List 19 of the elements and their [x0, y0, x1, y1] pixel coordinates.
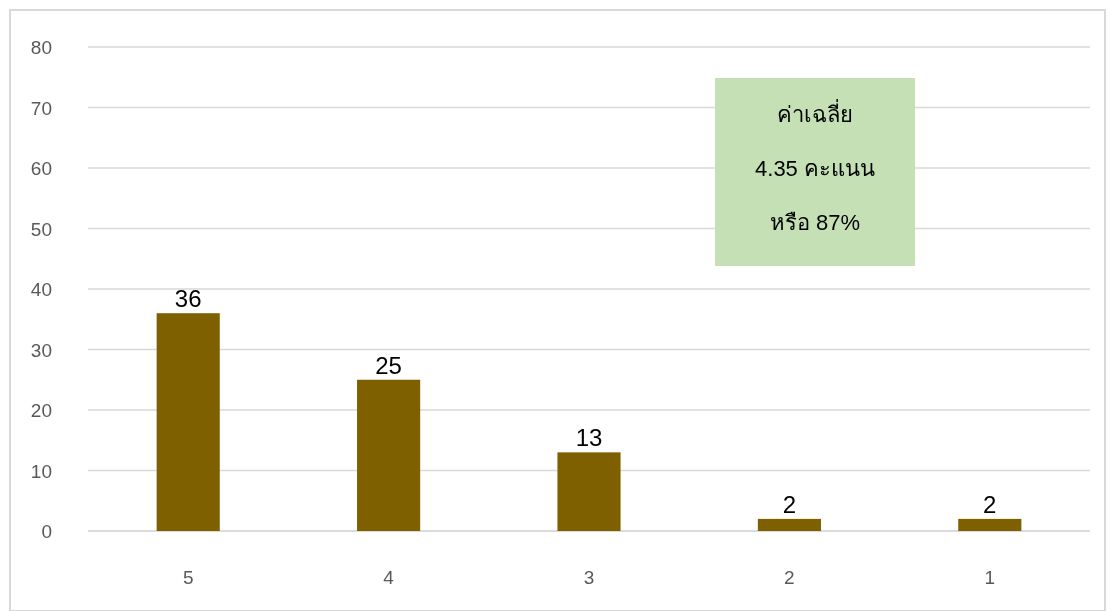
data-label: 2 [983, 490, 997, 518]
y-tick-label: 60 [30, 158, 52, 179]
x-tick-label: 3 [583, 567, 595, 588]
y-tick-label: 20 [30, 400, 52, 421]
y-tick-label: 50 [30, 218, 52, 240]
y-tick-label: 70 [30, 97, 52, 119]
y-tick-label: 10 [30, 460, 52, 482]
y-tick-label: 0 [41, 521, 52, 542]
x-tick-label: 1 [984, 567, 996, 588]
x-tick-label: 5 [182, 567, 194, 588]
y-tick-label: 40 [30, 279, 52, 300]
y-tick-label: 80 [30, 37, 52, 58]
y-tick-label: 30 [30, 339, 52, 361]
data-label: 36 [174, 285, 202, 313]
data-label: 13 [575, 424, 603, 452]
data-label: 2 [782, 490, 797, 518]
data-label: 25 [375, 351, 402, 379]
x-tick-label: 4 [383, 567, 395, 588]
x-tick-label: 2 [784, 567, 795, 588]
